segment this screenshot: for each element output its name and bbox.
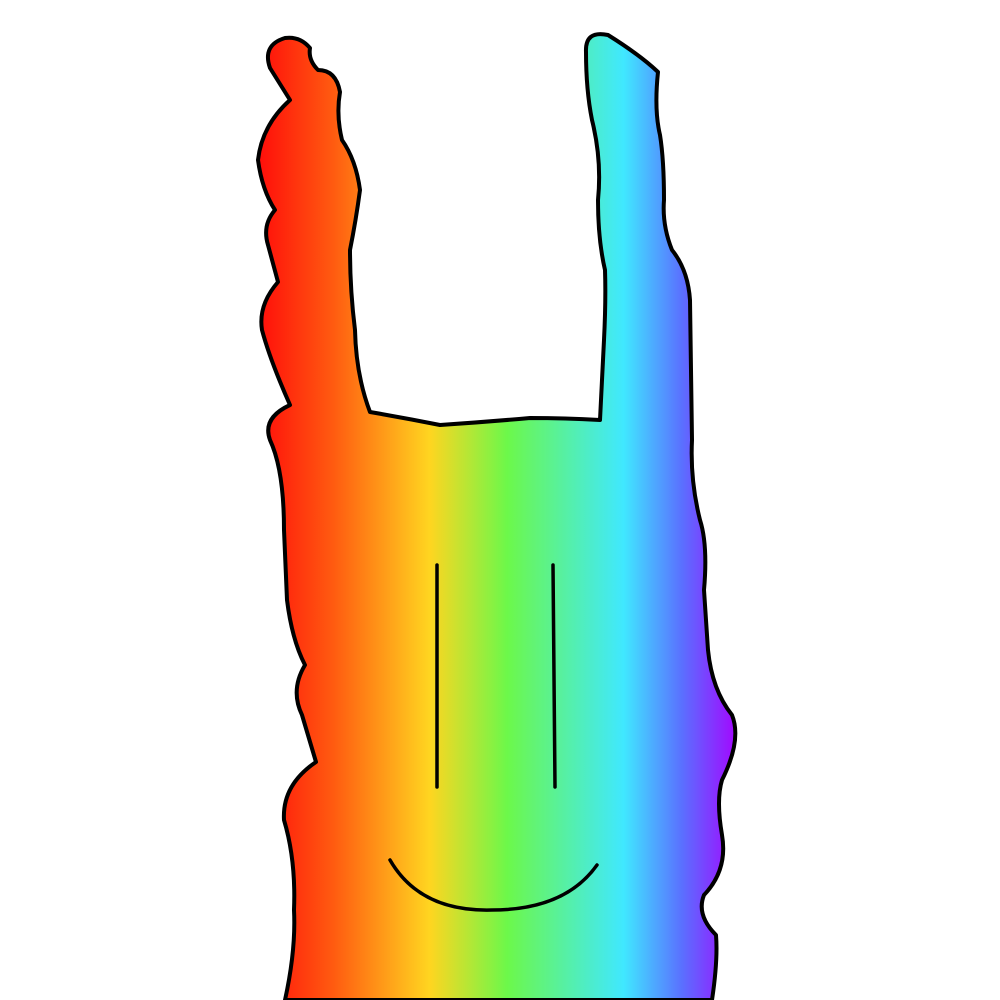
right-eye [551,563,557,789]
smile [388,858,599,912]
rainbow-creature-body [256,32,738,1000]
